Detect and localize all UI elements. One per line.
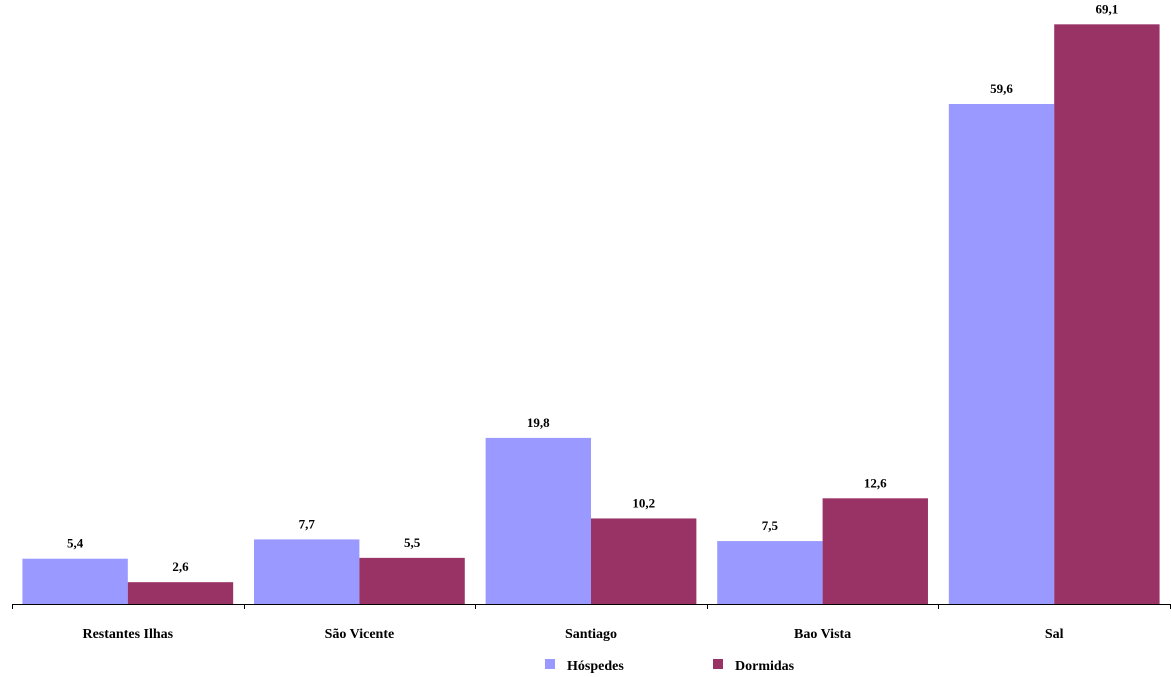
legend-swatch-hospedes (545, 659, 555, 669)
bar-dormidas-sao-vicente (359, 557, 465, 604)
value-label-dormidas-sal: 69,1 (1096, 1, 1119, 16)
legend-label-dormidas: Dormidas (735, 659, 795, 674)
bar-dormidas-restantes-ilhas (127, 582, 234, 604)
value-labels-group: 5,4 2,6 7,7 5,5 19,8 10,2 7,5 12,6 59,6 69,1 (67, 1, 1118, 574)
bar-hospedes-sao-vicente (254, 539, 360, 604)
value-label-dormidas-bao-vista: 12,6 (864, 475, 887, 490)
value-label-dormidas-restantes-ilhas: 2,6 (172, 559, 189, 574)
bar-hospedes-bao-vista (717, 541, 823, 604)
category-labels-group: Restantes Ilhas São Vicente Santiago Bao Vi… (82, 627, 1063, 642)
category-label-restantes-ilhas: Restantes Ilhas (82, 627, 173, 642)
bar-dormidas-sal (1054, 24, 1160, 605)
category-label-bao-vista: Bao Vista (794, 627, 851, 642)
value-label-hospedes-santiago: 19,8 (527, 415, 550, 430)
legend: Hóspedes Dormidas (545, 659, 795, 674)
bar-hospedes-santiago (485, 437, 591, 604)
legend-swatch-dormidas (713, 659, 723, 669)
value-label-hospedes-bao-vista: 7,5 (762, 518, 779, 533)
category-label-sao-vicente: São Vicente (325, 627, 395, 642)
bars-group (22, 24, 1160, 605)
bar-dormidas-bao-vista (822, 498, 928, 604)
legend-label-hospedes: Hóspedes (567, 659, 624, 674)
bar-hospedes-restantes-ilhas (22, 558, 128, 604)
value-label-dormidas-sao-vicente: 5,5 (404, 535, 421, 550)
value-label-dormidas-santiago: 10,2 (632, 495, 655, 510)
category-label-santiago: Santiago (565, 627, 617, 642)
bar-dormidas-santiago (591, 518, 697, 604)
category-label-sal: Sal (1045, 627, 1064, 642)
value-label-hospedes-restantes-ilhas: 5,4 (67, 536, 84, 551)
value-label-hospedes-sal: 59,6 (990, 81, 1013, 96)
value-label-hospedes-sao-vicente: 7,7 (299, 516, 316, 531)
bar-hospedes-sal (948, 104, 1055, 605)
